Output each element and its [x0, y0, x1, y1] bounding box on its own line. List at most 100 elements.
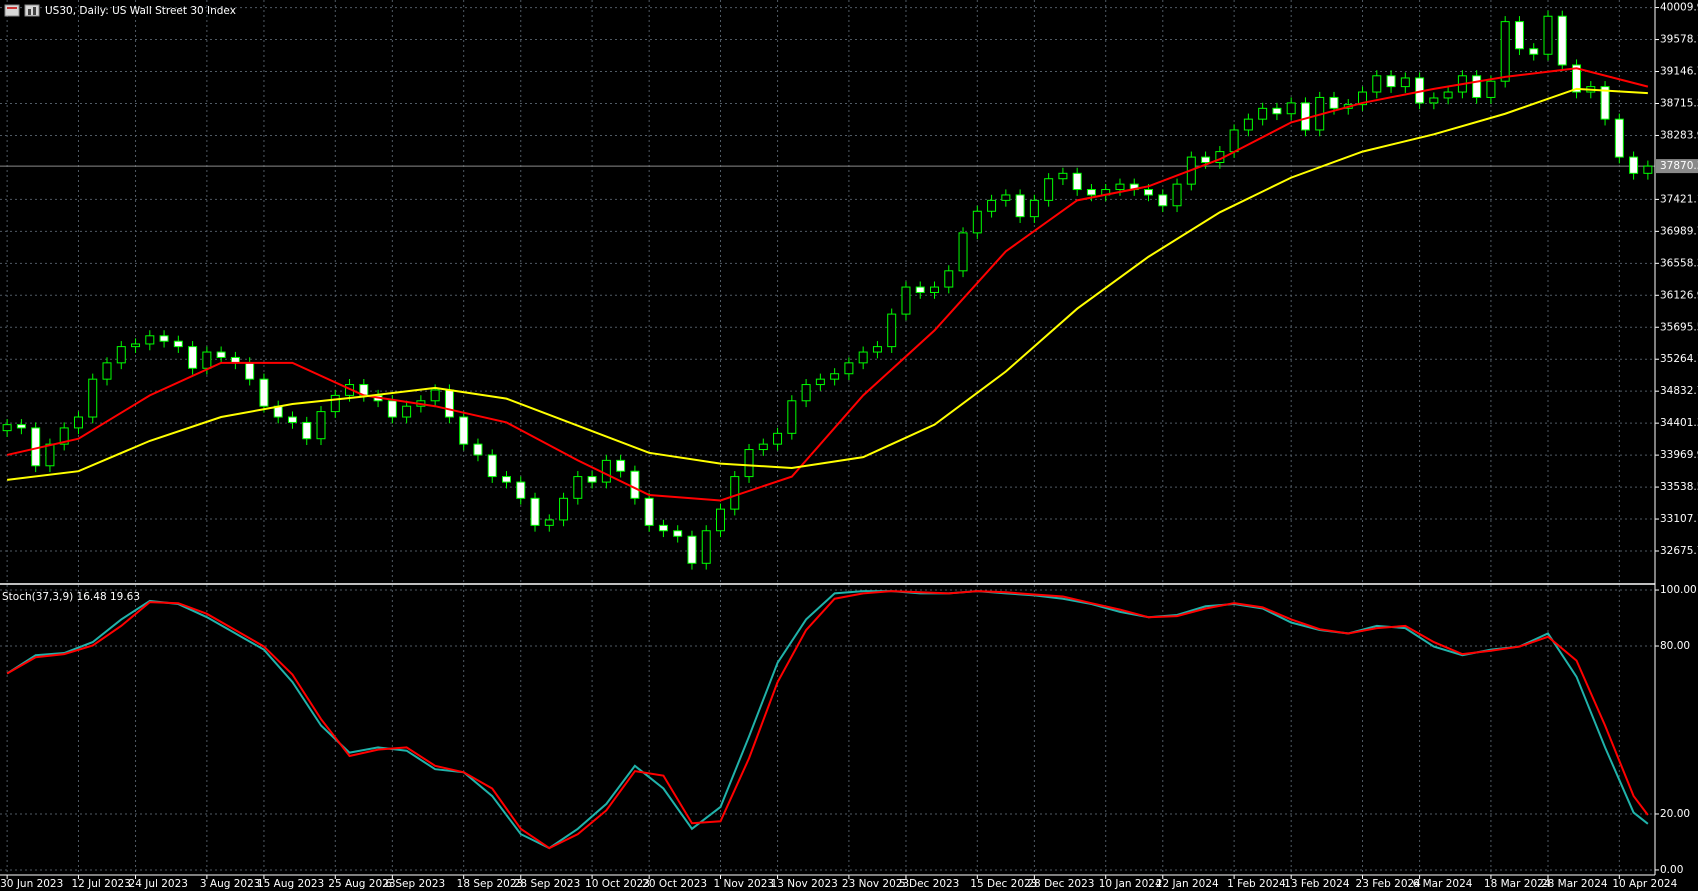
candle-body — [1015, 194, 1025, 218]
candle-body — [1072, 172, 1082, 191]
candle-body — [402, 405, 412, 418]
y-tick-label: 33538.5 — [1660, 481, 1698, 493]
candle-body — [687, 535, 697, 564]
candle-body — [1258, 107, 1268, 120]
y-tick-label: 38715.3 — [1660, 97, 1698, 109]
candle-body — [145, 335, 155, 345]
candle-body — [430, 389, 440, 402]
candle-body — [887, 313, 897, 348]
x-tick-label: 15 Dec 2023 — [970, 878, 1037, 890]
candle-body — [1443, 91, 1453, 99]
candle-body — [159, 335, 169, 342]
y-tick-label: 32675.7 — [1660, 545, 1698, 557]
candle-body — [701, 530, 711, 564]
y-tick-label: 39146.7 — [1660, 66, 1698, 78]
x-tick-label: 28 Sep 2023 — [514, 878, 581, 890]
candle-body — [188, 346, 198, 369]
candle-body — [487, 454, 497, 478]
x-tick-label: 20 Oct 2023 — [642, 878, 707, 890]
x-tick-label: 30 Jun 2023 — [0, 878, 63, 890]
x-tick-label: 10 Apr 2024 — [1612, 878, 1677, 890]
symbol-icons — [4, 4, 40, 17]
candle-body — [16, 424, 26, 429]
candle-body — [1286, 102, 1296, 115]
y-tick-label: 33969.9 — [1660, 449, 1698, 461]
candle-body — [1044, 178, 1054, 201]
candle-body — [1529, 48, 1539, 55]
candle-body — [644, 497, 654, 526]
x-tick-label: 18 Mar 2024 — [1484, 878, 1551, 890]
x-tick-label: 23 Nov 2023 — [842, 878, 909, 890]
candle-body — [116, 346, 126, 364]
candle-body — [858, 351, 868, 364]
candle-body — [530, 497, 540, 526]
indicator-line — [6, 590, 1649, 850]
y-tick-label: 35695.5 — [1660, 321, 1698, 333]
icon — [33, 7, 36, 15]
candle-body — [216, 351, 226, 358]
candle-body — [1029, 199, 1039, 218]
candle-body — [259, 378, 269, 407]
candle-body — [573, 476, 583, 499]
moving-average — [7, 87, 1648, 481]
candle-body — [516, 481, 526, 499]
y-tick-label: 36558.3 — [1660, 257, 1698, 269]
candle-body — [544, 519, 554, 526]
candle-body — [773, 432, 783, 445]
candle-body — [173, 340, 183, 348]
candle-body — [1144, 189, 1154, 196]
candle-body — [930, 286, 939, 293]
candle-body — [245, 362, 255, 380]
candle-body — [1358, 91, 1368, 106]
current-price-label: 37870.3 — [1660, 160, 1698, 172]
candle-body — [815, 378, 825, 386]
x-tick-label: 13 Feb 2024 — [1284, 878, 1350, 890]
candle-body — [1172, 183, 1182, 207]
candle-body — [1600, 86, 1610, 120]
candle-body — [287, 416, 297, 423]
candle-body — [1001, 194, 1011, 201]
candle-body — [630, 470, 640, 499]
frame — [0, 0, 1656, 876]
candle-body — [1243, 118, 1253, 131]
candle-body — [1300, 102, 1310, 131]
candle-body — [1201, 156, 1211, 163]
candle-body — [616, 459, 626, 472]
x-tick-label: 22 Jan 2024 — [1156, 878, 1219, 890]
candle-body — [387, 400, 397, 418]
candle-body — [131, 343, 141, 348]
x-tick-label: 6 Mar 2024 — [1413, 878, 1473, 890]
x-tick-label: 1 Nov 2023 — [713, 878, 774, 890]
candle-body — [1543, 15, 1553, 55]
x-tick-label: 15 Aug 2023 — [257, 878, 324, 890]
y-tick-label: 37421.1 — [1660, 193, 1698, 205]
candle-body — [944, 270, 954, 288]
candle-body — [1500, 21, 1510, 82]
x-tick-label: 5 Dec 2023 — [899, 878, 959, 890]
candle-body — [716, 508, 725, 532]
candle-body — [787, 400, 797, 434]
candle-body — [1086, 189, 1096, 196]
y-tick-label: 35264.1 — [1660, 353, 1698, 365]
y-tick-label: 36989.7 — [1660, 225, 1698, 237]
candle-body — [473, 443, 483, 456]
candle-body — [1643, 165, 1653, 174]
candle-body — [758, 443, 768, 451]
y-tick-label: 80.00 — [1660, 640, 1690, 652]
x-tick-label: 13 Nov 2023 — [771, 878, 838, 890]
candle-body — [972, 210, 982, 234]
candle-body — [444, 389, 454, 418]
candle-body — [844, 362, 854, 375]
x-tick-label: 25 Aug 2023 — [328, 878, 395, 890]
y-tick-label: 100.00 — [1660, 584, 1697, 596]
x-tick-label: 1 Feb 2024 — [1227, 878, 1286, 890]
moving-average — [6, 67, 1649, 502]
x-tick-label: 3 Aug 2023 — [200, 878, 261, 890]
x-tick-label: 23 Feb 2024 — [1356, 878, 1422, 890]
y-tick-label: 0.00 — [1660, 864, 1683, 876]
mark-layer — [0, 10, 1655, 850]
x-tick-label: 10 Oct 2023 — [585, 878, 650, 890]
candle-body — [1514, 21, 1524, 50]
candle-body — [1372, 75, 1382, 93]
